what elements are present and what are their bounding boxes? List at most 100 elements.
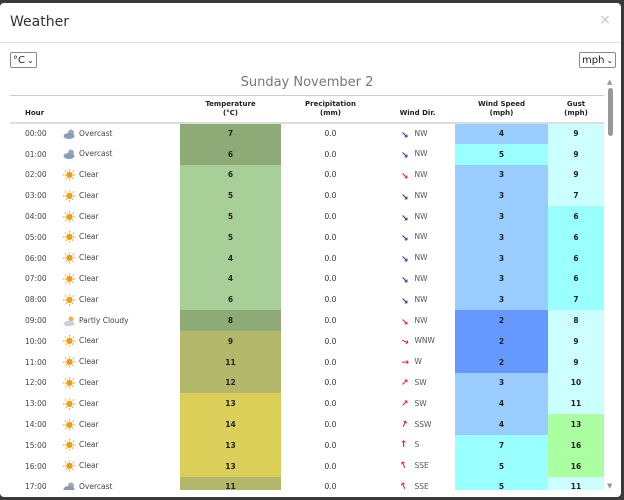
hour-cell: 16:00 [25,461,47,471]
precipitation-cell: 0.0 [324,170,337,180]
hour-cell: 14:00 [25,420,47,430]
condition-cell: Clear [60,206,180,227]
wind-speed-cell: 2 [455,310,548,331]
precipitation-cell: 0.0 [324,336,337,346]
header-precipitation-label: Precipitation [305,100,356,108]
partly-cloudy-icon [63,315,76,327]
wind-arrow-icon: ↑ [397,189,410,202]
scroll-up-icon[interactable]: ▲ [607,78,613,86]
temperature-cell: 11 [180,476,281,490]
header-hour: Hour [10,96,60,124]
wind-speed-cell: 3 [455,226,548,248]
table-row: 07:00 Clear 4 0.0 ↑ NW 3 6 [10,268,604,290]
hour-cell: 08:00 [25,295,47,305]
precipitation-cell: 0.0 [324,440,337,450]
temperature-unit-select[interactable]: °C ⌄ [10,52,37,68]
sun-icon [63,189,76,202]
wind-arrow-icon: ↑ [397,335,410,347]
wind-speed-cell: 5 [455,143,548,165]
table-row: 02:00 Clear 6 0.0 ↑ NW 3 9 [10,164,604,186]
condition-label: Partly Cloudy [79,315,129,325]
condition-cell: Clear [60,373,180,394]
wind-arrow-icon: ↑ [397,397,410,410]
wind-dir-label: SSW [414,419,432,429]
wind-dir-label: NW [414,273,428,283]
wind-dir-label: NW [414,294,428,304]
wind-dir-label: NW [414,232,428,242]
hour-cell: 11:00 [25,357,47,367]
precipitation-cell: 0.0 [324,316,337,326]
date-heading: Sunday November 2 [240,75,374,90]
wind-arrow-icon: ↑ [397,231,410,244]
wind-dir-cell: ↑ NW [380,248,455,269]
wind-arrow-icon: ↑ [397,210,410,223]
gust-cell: 7 [548,289,604,311]
precipitation-cell: 0.0 [324,295,337,305]
scrollbar-thumb[interactable] [608,88,613,136]
wind-dir-cell: ↑ NW [380,206,455,227]
condition-label: Clear [79,273,99,283]
gust-cell: 9 [548,123,604,144]
condition-cell: Clear [60,185,180,206]
table-row: 09:00 Partly Cloudy 8 0.0 ↑ NW 2 8 [10,310,604,331]
header-temperature: Temperature (°C) [180,96,281,124]
precipitation-cell: 0.0 [324,212,337,222]
scroll-down-icon[interactable]: ▼ [607,482,613,490]
temperature-cell: 5 [180,226,281,248]
weather-dialog: Weather × °C ⌄ mph ⌄ Sunday November 2 Hou… [0,3,621,497]
wind-arrow-icon: ↑ [398,358,409,366]
sun-icon [63,168,76,181]
table-row: 15:00 Clear 13 0.0 ↑ S 7 16 [10,434,604,456]
close-icon[interactable]: × [599,12,611,28]
precipitation-cell: 0.0 [324,420,337,430]
gust-cell: 16 [548,455,604,477]
precipitation-cell: 0.0 [324,357,337,367]
wind-arrow-icon: ↑ [399,440,408,451]
condition-label: Clear [79,232,99,242]
wind-dir-label: SSE [414,461,429,471]
wind-dir-cell: ↑ NW [380,123,455,144]
header-temperature-unit: (°C) [222,109,239,117]
wind-speed-cell: 3 [455,185,548,207]
wind-dir-label: NW [414,149,428,159]
wind-dir-cell: ↑ SSE [380,456,455,477]
hour-cell: 03:00 [25,191,47,201]
wind-dir-cell: ↑ W [380,352,455,373]
sun-icon [63,210,76,223]
condition-cell: Clear [60,414,180,435]
condition-cell: Clear [60,331,180,352]
wind-dir-cell: ↑ SW [380,373,455,394]
header-gust-unit: (mph) [564,109,588,117]
dialog-title: Weather [10,14,69,30]
temperature-cell: 8 [180,310,281,331]
scrollbar[interactable]: ▲ ▼ [606,78,616,490]
wind-dir-label: SSE [414,481,429,490]
wind-arrow-icon: ↑ [397,251,410,265]
wind-speed-cell: 3 [455,372,548,394]
precipitation-cell: 0.0 [324,129,337,139]
wind-dir-label: NW [414,190,428,200]
wind-speed-cell: 2 [455,330,548,352]
gust-cell: 7 [548,185,604,207]
speed-unit-value: mph [582,54,605,66]
forecast-table: Hour Temperature (°C) Precipitation (mm) W… [10,96,604,490]
header-condition [60,96,180,124]
table-row: 04:00 Clear 5 0.0 ↑ NW 3 6 [10,206,604,227]
precipitation-cell: 0.0 [324,482,337,490]
condition-label: Clear [79,253,99,263]
temperature-cell: 13 [180,393,281,415]
sun-icon [63,252,76,265]
sun-icon [63,231,76,244]
condition-label: Clear [79,377,99,387]
wind-speed-cell: 3 [455,268,548,290]
temperature-cell: 4 [180,268,281,290]
table-header-row: Hour Temperature (°C) Precipitation (mm) W… [10,96,604,124]
wind-dir-label: NW [414,253,428,263]
speed-unit-select[interactable]: mph ⌄ [579,52,617,68]
gust-cell: 9 [548,164,604,186]
wind-arrow-icon: ↑ [397,376,410,390]
precipitation-cell: 0.0 [324,232,337,242]
wind-speed-cell: 4 [455,123,548,144]
wind-dir-cell: ↑ NW [380,310,455,331]
hour-cell: 05:00 [25,232,47,242]
